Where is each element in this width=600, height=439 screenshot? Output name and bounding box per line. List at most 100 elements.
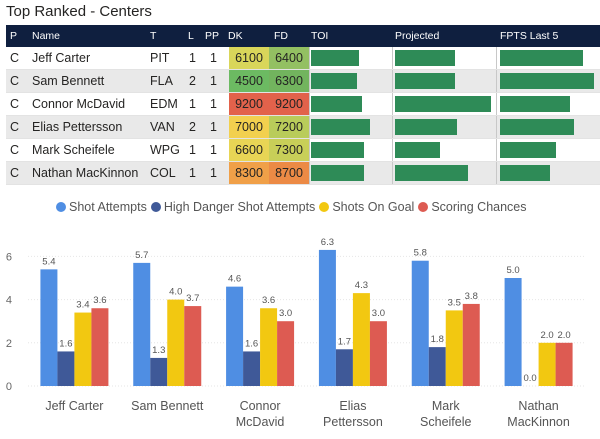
col-header-dk[interactable]: DK — [228, 30, 243, 42]
legend-item[interactable]: Scoring Chances — [418, 200, 527, 214]
cell-fd-salary: 7300 — [269, 139, 309, 161]
x-tick-label: Scheifele — [420, 415, 471, 429]
bar-shots-on-goal — [260, 308, 278, 386]
column-divider — [309, 116, 310, 138]
data-label: 1.7 — [338, 336, 351, 347]
cell-name: Nathan MacKinnon — [32, 166, 139, 180]
legend-dot-icon — [150, 202, 161, 212]
y-tick-label: 2 — [6, 338, 12, 350]
cell-dk-salary: 6600 — [229, 139, 269, 161]
legend-item[interactable]: High Danger Shot Attempts — [150, 200, 315, 214]
cell-pp: 1 — [210, 74, 217, 88]
bar-shot-attempts — [411, 260, 429, 386]
cell-dk-salary: 9200 — [229, 93, 269, 115]
column-divider — [496, 116, 497, 138]
cell-toi-bar — [311, 50, 359, 66]
table-row[interactable]: C Sam Bennett FLA 2 1 4500 6300 — [6, 70, 600, 93]
bar-shot-attempts — [226, 286, 244, 386]
cell-name: Sam Bennett — [32, 74, 105, 88]
cell-position: C — [10, 51, 20, 65]
data-label: 4.6 — [228, 274, 241, 285]
bar-scoring-chances — [369, 321, 387, 386]
legend-dot-icon — [418, 202, 429, 212]
col-header-position[interactable]: P — [10, 30, 18, 42]
cell-dk-salary: 7000 — [229, 116, 269, 138]
column-divider — [392, 70, 393, 92]
bar-shot-attempts — [40, 269, 58, 386]
cell-position: C — [10, 97, 20, 111]
col-header-name[interactable]: Name — [32, 30, 61, 42]
col-header-projected[interactable]: Projected — [395, 30, 440, 42]
bar-shot-attempts — [133, 262, 151, 386]
data-label: 5.4 — [42, 256, 55, 267]
x-tick-label: Elias — [339, 399, 366, 413]
data-label: 3.8 — [465, 291, 478, 302]
column-divider — [309, 70, 310, 92]
table-row[interactable]: C Jeff Carter PIT 1 1 6100 6400 — [6, 47, 600, 70]
data-label: 3.5 — [448, 297, 461, 308]
bar-high-danger-shot-attempts — [57, 351, 75, 386]
cell-team: VAN — [150, 120, 175, 134]
cell-line: 1 — [189, 143, 196, 157]
column-divider — [392, 162, 393, 184]
col-header-fpts-last-5[interactable]: FPTS Last 5 — [500, 30, 559, 42]
y-tick-label: 6 — [6, 251, 12, 263]
legend-label: Shots On Goal — [332, 200, 415, 214]
cell-team: WPG — [150, 143, 180, 157]
cell-proj-bar — [395, 165, 468, 181]
x-tick-label: MacKinnon — [507, 415, 570, 429]
col-header-line[interactable]: L — [188, 30, 194, 42]
cell-fpts-bar — [500, 50, 583, 66]
x-tick-label: Mark — [432, 399, 461, 413]
col-header-team[interactable]: T — [150, 30, 157, 42]
cell-fd-salary: 9200 — [269, 93, 309, 115]
column-divider — [496, 47, 497, 69]
table-row[interactable]: C Nathan MacKinnon COL 1 1 8300 8700 — [6, 162, 600, 185]
column-divider — [309, 139, 310, 161]
cell-team: EDM — [150, 97, 178, 111]
bar-high-danger-shot-attempts — [243, 351, 261, 386]
cell-pp: 1 — [210, 143, 217, 157]
bar-scoring-chances — [555, 342, 573, 386]
cell-name: Elias Pettersson — [32, 120, 123, 134]
bar-chart: 0 2 4 6 5.4 1.6 3.4 3.6 Jeff Carter 5.7 1.3 4.0 3.7 S… — [6, 237, 585, 429]
cell-pp: 1 — [210, 51, 217, 65]
bar-scoring-chances — [462, 303, 480, 386]
cell-team: COL — [150, 166, 176, 180]
data-label: 5.0 — [506, 265, 519, 276]
table-row[interactable]: C Elias Pettersson VAN 2 1 7000 7200 — [6, 116, 600, 139]
x-tick-label: Pettersson — [323, 415, 383, 429]
cell-line: 1 — [189, 166, 196, 180]
column-divider — [496, 162, 497, 184]
column-divider — [496, 70, 497, 92]
cell-fpts-bar — [500, 73, 594, 89]
table-row[interactable]: C Mark Scheifele WPG 1 1 6600 7300 — [6, 139, 600, 162]
bar-shots-on-goal — [352, 293, 370, 386]
legend-item[interactable]: Shot Attempts — [56, 200, 147, 214]
cell-toi-bar — [311, 96, 362, 112]
table-row[interactable]: C Connor McDavid EDM 1 1 9200 9200 — [6, 93, 600, 116]
cell-fd-salary: 6300 — [269, 70, 309, 92]
bar-high-danger-shot-attempts — [428, 347, 446, 386]
col-header-fd[interactable]: FD — [274, 30, 288, 42]
cell-toi-bar — [311, 142, 364, 158]
column-divider — [309, 162, 310, 184]
cell-fd-salary: 8700 — [269, 162, 309, 184]
cell-dk-salary: 4500 — [229, 70, 269, 92]
col-header-toi[interactable]: TOI — [311, 30, 329, 42]
legend-item[interactable]: Shots On Goal — [319, 200, 414, 214]
chart-legend: Shot Attempts High Danger Shot Attempts Sh… — [56, 200, 531, 214]
y-tick-label: 4 — [6, 295, 12, 307]
cell-team: PIT — [150, 51, 170, 65]
cell-proj-bar — [395, 96, 491, 112]
cell-line: 1 — [189, 97, 196, 111]
data-label: 5.8 — [414, 248, 427, 259]
cell-position: C — [10, 143, 20, 157]
column-divider — [392, 93, 393, 115]
data-label: 3.7 — [186, 293, 199, 304]
column-divider — [392, 139, 393, 161]
cell-fpts-bar — [500, 142, 556, 158]
data-label: 2.0 — [557, 330, 570, 341]
cell-proj-bar — [395, 50, 455, 66]
col-header-pp[interactable]: PP — [205, 30, 220, 42]
